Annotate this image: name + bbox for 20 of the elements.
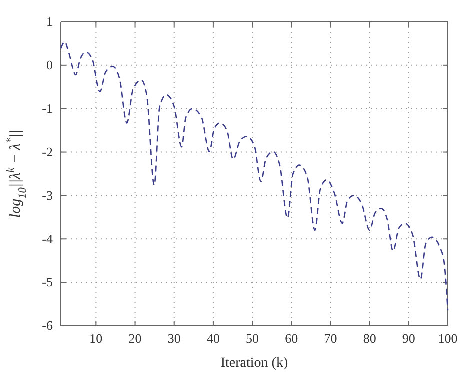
line-series	[60, 41, 449, 312]
x-tick-label: 30	[168, 331, 181, 346]
y-tick-label: -6	[42, 318, 54, 334]
y-tick-label: 1	[46, 14, 53, 30]
y-tick-label: -4	[42, 231, 54, 246]
y-tick-label: -1	[42, 101, 53, 116]
x-tick-label: 20	[128, 331, 142, 346]
x-tick-label: 90	[402, 331, 416, 346]
x-tick-label: 70	[324, 331, 338, 346]
y-tick-label: -5	[42, 274, 53, 290]
x-axis-title: Iteration (k)	[220, 356, 288, 371]
x-tick-label: 40	[206, 331, 220, 346]
x-tick-label: 100	[438, 331, 458, 346]
y-tick-label: -3	[42, 188, 53, 203]
x-tick-label: 80	[363, 331, 376, 346]
y-tick-label: 0	[46, 58, 53, 73]
y-tick-label: -2	[42, 144, 53, 160]
x-tick-label: 60	[285, 331, 298, 346]
x-tick-label: 50	[246, 331, 260, 346]
x-tick-label: 10	[90, 331, 103, 346]
